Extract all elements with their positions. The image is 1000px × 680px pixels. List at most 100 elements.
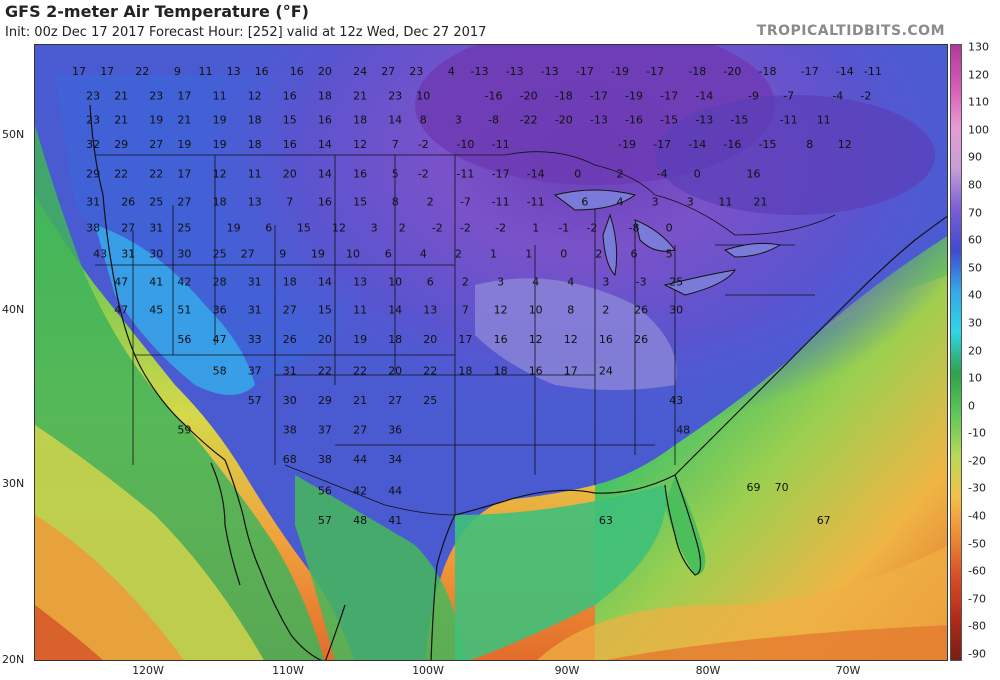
temperature-value: 2	[399, 222, 406, 235]
temperature-value: 26	[283, 333, 297, 346]
temperature-value: 15	[297, 222, 311, 235]
temperature-value: 44	[353, 453, 367, 466]
temperature-value: 16	[283, 138, 297, 151]
temperature-value: 18	[458, 364, 472, 377]
scale-label: 40	[968, 288, 982, 302]
temperature-value: 0	[560, 248, 567, 261]
temperature-value: 30	[669, 303, 683, 316]
temperature-value: 20	[318, 65, 332, 78]
temperature-value: 43	[93, 248, 107, 261]
temperature-value: 4	[420, 248, 427, 261]
temperature-value: 2	[595, 248, 602, 261]
temperature-value: 21	[353, 89, 367, 102]
temperature-value: 69	[747, 481, 761, 494]
temperature-value: 11	[199, 65, 213, 78]
temperature-value: -13	[541, 65, 559, 78]
temperature-value: 17	[177, 89, 191, 102]
temperature-value: -4	[832, 89, 843, 102]
temperature-value: 21	[177, 114, 191, 127]
temperature-value: 1	[490, 248, 497, 261]
temperature-value: 31	[248, 276, 262, 289]
scale-label: 130	[968, 40, 989, 54]
temperature-value: 16	[599, 333, 613, 346]
scale-label: 0	[968, 399, 975, 413]
scale-label: -30	[968, 481, 986, 495]
temperature-value: 25	[213, 248, 227, 261]
temperature-value: 38	[86, 222, 100, 235]
temperature-value: -14	[527, 168, 545, 181]
temperature-value: -17	[801, 65, 819, 78]
forecast-info: Init: 00z Dec 17 2017 Forecast Hour: [25…	[5, 25, 487, 40]
temperature-value: 21	[353, 394, 367, 407]
temperature-value: -10	[456, 138, 474, 151]
temperature-value: -18	[555, 89, 573, 102]
temperature-value: 22	[135, 65, 149, 78]
temperature-value: 19	[227, 222, 241, 235]
temperature-value: 8	[392, 196, 399, 209]
temperature-value: 3	[455, 114, 462, 127]
temperature-value: 21	[114, 114, 128, 127]
temperature-value: 7	[462, 303, 469, 316]
map-title: GFS 2-meter Air Temperature (°F)	[5, 2, 309, 21]
temperature-value: 17	[177, 168, 191, 181]
temperature-value: -20	[555, 114, 573, 127]
temperature-value: 4	[567, 276, 574, 289]
temperature-value: 7	[392, 138, 399, 151]
temperature-value: -7	[460, 196, 471, 209]
temperature-value: 16	[529, 364, 543, 377]
temperature-value: -13	[506, 65, 524, 78]
temperature-value: 17	[100, 65, 114, 78]
temperature-value: 22	[318, 364, 332, 377]
temperature-value: 8	[806, 138, 813, 151]
temperature-value: 9	[174, 65, 181, 78]
temperature-value: 25	[177, 222, 191, 235]
temperature-value: 56	[318, 484, 332, 497]
temperature-value: 7	[286, 196, 293, 209]
scale-label: 60	[968, 233, 982, 247]
temperature-value: -17	[576, 65, 594, 78]
temperature-value: 16	[283, 89, 297, 102]
temperature-value: 24	[599, 364, 613, 377]
latitude-label: 50N	[2, 128, 25, 141]
temperature-value: 10	[346, 248, 360, 261]
temperature-value: -19	[618, 138, 636, 151]
temperature-value: -14	[688, 138, 706, 151]
temperature-value: 26	[121, 196, 135, 209]
temperature-value: 3	[602, 276, 609, 289]
temperature-value: 3	[371, 222, 378, 235]
temperature-value: -2	[860, 89, 871, 102]
temperature-value: 14	[318, 138, 332, 151]
temperature-value: 18	[283, 276, 297, 289]
temperature-value: 15	[283, 114, 297, 127]
temperature-value: -9	[748, 89, 759, 102]
temperature-value: 8	[420, 114, 427, 127]
temperature-value: 23	[388, 89, 402, 102]
temperature-value: 34	[388, 453, 402, 466]
temperature-value: 57	[318, 514, 332, 527]
scale-label: 100	[968, 123, 989, 137]
temperature-value: 16	[255, 65, 269, 78]
brand-watermark[interactable]: TROPICALTIDBITS.COM	[756, 23, 945, 39]
temperature-value: 12	[353, 138, 367, 151]
temperature-value: 27	[241, 248, 255, 261]
temperature-value: 19	[213, 138, 227, 151]
temperature-value: 16	[318, 196, 332, 209]
temperature-value: 27	[177, 196, 191, 209]
temperature-value: 23	[86, 114, 100, 127]
temperature-map: 17 17 22 9 11 13 16 16 20 24 27 23 4 -13 -13 -13 -17 -19-…	[34, 44, 948, 661]
temperature-value: 18	[388, 333, 402, 346]
temperature-value: -19	[625, 89, 643, 102]
temperature-value: -19	[611, 65, 629, 78]
temperature-value: 15	[318, 303, 332, 316]
temperature-value: 15	[353, 196, 367, 209]
temperature-value: 22	[149, 168, 163, 181]
temperature-value: 10	[388, 276, 402, 289]
color-scale-bar	[950, 44, 962, 661]
temperature-value: 48	[676, 423, 690, 436]
temperature-value: -2	[418, 168, 429, 181]
temperature-value: 24	[353, 65, 367, 78]
temperature-value: -18	[759, 65, 777, 78]
temperature-value: -17	[590, 89, 608, 102]
temperature-value: 14	[388, 114, 402, 127]
temperature-value: -8	[488, 114, 499, 127]
